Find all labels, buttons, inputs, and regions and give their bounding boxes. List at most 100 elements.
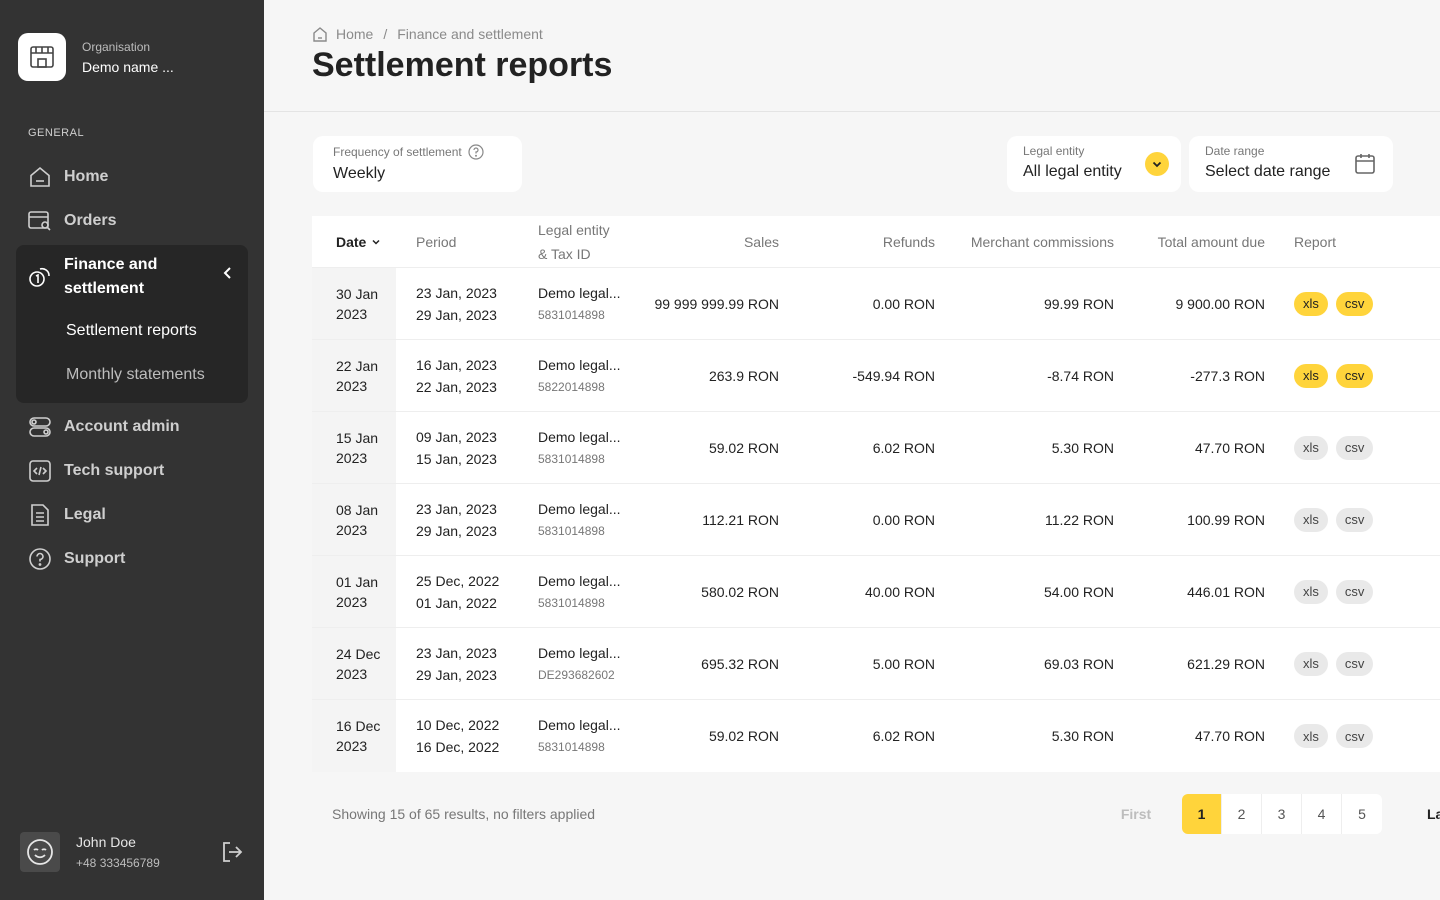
chevron-left-icon[interactable] — [220, 265, 236, 289]
cell-period-start: 23 Jan, 2023 — [416, 644, 497, 661]
legal-entity-select[interactable]: Legal entity All legal entity — [1007, 136, 1181, 192]
download-xls-button[interactable]: xls — [1294, 651, 1328, 676]
table-row[interactable]: 01 Jan 2023 25 Dec, 2022 01 Jan, 2022 De… — [312, 556, 1440, 628]
cell-refunds: 40.00 RON — [864, 583, 935, 600]
section-label: GENERAL — [28, 127, 85, 139]
sidebar-subitem-settlement-reports[interactable]: Settlement reports — [66, 322, 197, 339]
legal-entity-value: All legal entity — [1023, 163, 1122, 180]
cell-entity-name: Demo legal... — [538, 284, 621, 301]
cell-entity-name: Demo legal... — [538, 356, 621, 373]
page-button-1[interactable]: 1 — [1182, 794, 1222, 834]
chevron-down-icon[interactable] — [1145, 152, 1169, 176]
cell-commissions: 5.30 RON — [1051, 728, 1114, 744]
table-row[interactable]: 30 Jan 2023 23 Jan, 2023 29 Jan, 2023 De… — [312, 268, 1440, 340]
cell-period-start: 09 Jan, 2023 — [416, 428, 497, 445]
cell-date-day: 22 Jan — [336, 357, 379, 374]
logout-icon[interactable] — [220, 840, 244, 869]
frequency-value: Weekly — [333, 165, 386, 182]
download-xls-button[interactable]: xls — [1294, 507, 1328, 532]
table-row[interactable]: 16 Dec 2023 10 Dec, 2022 16 Dec, 2022 De… — [312, 700, 1440, 772]
cell-legal-entity: Demo legal... 5831014898 — [538, 714, 620, 758]
sidebar-item-account-admin[interactable]: Account admin — [16, 405, 248, 449]
breadcrumb-current[interactable]: Finance and settlement — [397, 26, 543, 42]
cell-tax-id: 5831014898 — [538, 595, 605, 610]
cell-refunds: 0.00 RON — [872, 511, 935, 528]
legal-entity-label: Legal entity — [1023, 144, 1085, 158]
sidebar-item-home[interactable]: Home — [16, 155, 248, 199]
sidebar-item-label: Account admin — [64, 418, 180, 435]
download-xls-button[interactable]: xls — [1294, 724, 1328, 748]
sidebar-item-tech-support[interactable]: Tech support — [16, 449, 248, 493]
cell-refunds: 6.02 RON — [872, 728, 935, 744]
cell-commissions: 11.22 RON — [1045, 511, 1114, 528]
sidebar-subitem-monthly-statements[interactable]: Monthly statements — [66, 366, 205, 383]
sidebar-item-support[interactable]: Support — [16, 537, 248, 581]
download-csv-button[interactable]: csv — [1335, 363, 1374, 388]
sidebar-item-label: Support — [64, 550, 126, 567]
page-button-2[interactable]: 2 — [1222, 794, 1262, 834]
cell-date-year: 2023 — [336, 665, 368, 682]
orders-icon — [28, 209, 52, 233]
cell-period-end: 29 Jan, 2023 — [416, 522, 497, 539]
cell-date-year: 2023 — [336, 377, 368, 394]
store-icon — [18, 33, 66, 81]
page-button-5[interactable]: 5 — [1358, 806, 1366, 822]
cell-date: 15 Jan 2023 — [336, 428, 396, 468]
cell-period-start: 10 Dec, 2022 — [416, 717, 500, 733]
sidebar-item-finance[interactable]: Finance and settlement — [16, 245, 248, 309]
table-row[interactable]: 22 Jan 2023 16 Jan, 2023 22 Jan, 2023 De… — [312, 340, 1440, 412]
main-nav: Home Orders Finance and settlement Settl… — [16, 155, 248, 581]
download-xls-button[interactable]: xls — [1294, 363, 1328, 388]
frequency-filter[interactable]: Frequency of settlement Weekly — [313, 136, 522, 192]
download-csv-button[interactable]: csv — [1335, 724, 1374, 748]
sidebar-item-legal[interactable]: Legal — [16, 493, 248, 537]
download-csv-button[interactable]: csv — [1335, 651, 1374, 676]
sidebar-item-orders[interactable]: Orders — [16, 199, 248, 243]
page-header: Home / Finance and settlement Settlement… — [264, 0, 1440, 112]
table-row[interactable]: 24 Dec 2023 23 Jan, 2023 29 Jan, 2023 De… — [312, 628, 1440, 700]
calendar-icon[interactable] — [1353, 152, 1377, 181]
first-page-button[interactable]: First — [1120, 806, 1152, 822]
toggles-icon — [28, 415, 52, 439]
help-circle-icon — [28, 547, 52, 571]
organisation-switcher[interactable]: Organisation Demo name ... — [18, 33, 174, 81]
cell-date-day: 24 Dec — [336, 645, 381, 662]
cell-period-end: 22 Jan, 2023 — [416, 378, 497, 395]
date-cell-bg — [312, 268, 396, 339]
cell-commissions: -8.74 RON — [1047, 367, 1114, 384]
cell-date-year: 2023 — [336, 305, 368, 322]
cell-commissions: 99.99 RON — [1043, 295, 1114, 312]
column-date-sort[interactable]: Date — [336, 232, 396, 252]
download-csv-button[interactable]: csv — [1335, 579, 1374, 604]
cell-date-day: 01 Jan — [336, 573, 379, 590]
cell-total: 47.70 RON — [1194, 728, 1265, 744]
cell-commissions: 69.03 RON — [1043, 655, 1114, 672]
cell-period: 23 Jan, 2023 29 Jan, 2023 — [416, 642, 497, 686]
date-range-picker[interactable]: Date range Select date range — [1189, 136, 1393, 192]
page-button-3[interactable]: 3 — [1262, 794, 1302, 834]
help-icon[interactable] — [468, 144, 484, 160]
download-csv-button[interactable]: csv — [1335, 507, 1374, 532]
download-xls-button[interactable]: xls — [1294, 579, 1328, 604]
cell-report: xls csv — [1294, 579, 1381, 604]
user-profile[interactable]: John Doe +48 333456789 — [20, 832, 244, 872]
cell-date-year: 2023 — [336, 521, 368, 538]
download-csv-button[interactable]: csv — [1335, 291, 1374, 316]
table-row[interactable]: 08 Jan 2023 23 Jan, 2023 29 Jan, 2023 De… — [312, 484, 1440, 556]
breadcrumb: Home / Finance and settlement — [312, 26, 543, 42]
cell-refunds: -549.94 RON — [852, 367, 935, 384]
download-xls-button[interactable]: xls — [1294, 291, 1328, 316]
page-button-4[interactable]: 4 — [1302, 794, 1342, 834]
cell-report: xls csv — [1294, 291, 1381, 316]
last-page-button[interactable]: La — [1427, 806, 1440, 822]
sidebar-item-label: Orders — [64, 212, 117, 229]
column-total: Total amount due — [1157, 233, 1265, 250]
download-xls-button[interactable]: xls — [1294, 435, 1328, 460]
download-csv-button[interactable]: csv — [1335, 435, 1374, 460]
breadcrumb-home[interactable]: Home — [336, 26, 374, 42]
cell-period: 23 Jan, 2023 29 Jan, 2023 — [416, 282, 497, 326]
cell-entity-name: Demo legal... — [538, 717, 621, 733]
table-row[interactable]: 15 Jan 2023 09 Jan, 2023 15 Jan, 2023 De… — [312, 412, 1440, 484]
home-icon — [28, 165, 52, 189]
